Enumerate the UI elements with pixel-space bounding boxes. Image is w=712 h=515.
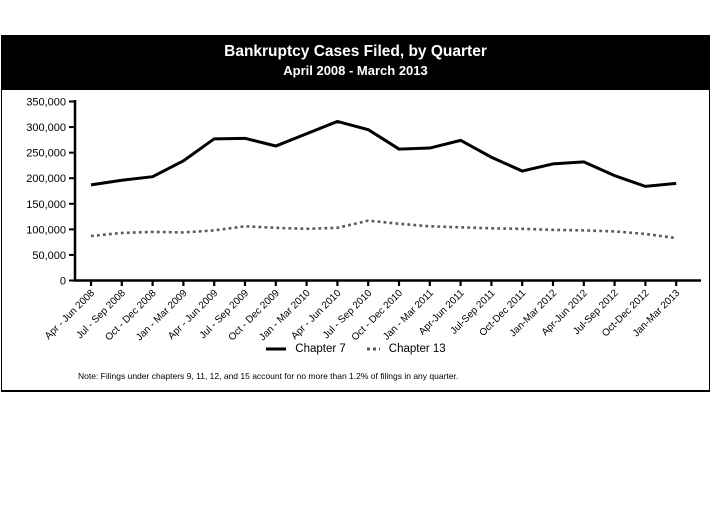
- chart-legend: Chapter 7 Chapter 13: [2, 343, 709, 355]
- chapter13-line: [90, 219, 677, 240]
- line-chart-plot: 350,000 300,000 250,000 200,000 150,000 100,0…: [26, 97, 701, 343]
- footnote: Note: Filings under chapters 9, 11, 12, …: [78, 371, 459, 381]
- chapter7-line: [90, 119, 677, 188]
- y-axis-label: 350,000: [26, 97, 66, 109]
- chart-subtitle: April 2008 - March 2013: [283, 62, 428, 78]
- y-axis-label: 100,000: [26, 224, 66, 236]
- legend-item-chapter13: Chapter 13: [366, 343, 446, 355]
- y-axis-label: 50,000: [32, 250, 66, 262]
- chapter13-dashed-line-sample: [366, 347, 380, 351]
- chart-title-bar: Bankruptcy Cases Filed, by Quarter April…: [1, 35, 710, 90]
- y-axis-label: 150,000: [26, 199, 66, 211]
- chart-panel: 350,000 300,000 250,000 200,000 150,000 100,0…: [1, 90, 710, 392]
- legend-label-chapter7: Chapter 7: [295, 343, 346, 355]
- axes-lines: [73, 100, 701, 282]
- chapter7-solid-line-sample: [266, 347, 287, 351]
- y-axis-label: 0: [60, 276, 66, 288]
- y-axis-label: 300,000: [26, 122, 66, 134]
- legend-item-chapter7: Chapter 7: [265, 343, 346, 355]
- y-axis-label: 250,000: [26, 148, 66, 160]
- chart-title: Bankruptcy Cases Filed, by Quarter: [224, 43, 487, 60]
- bankruptcy-chart-figure: Bankruptcy Cases Filed, by Quarter April…: [1, 35, 710, 392]
- y-axis-label: 200,000: [26, 173, 66, 185]
- legend-label-chapter13: Chapter 13: [388, 343, 446, 355]
